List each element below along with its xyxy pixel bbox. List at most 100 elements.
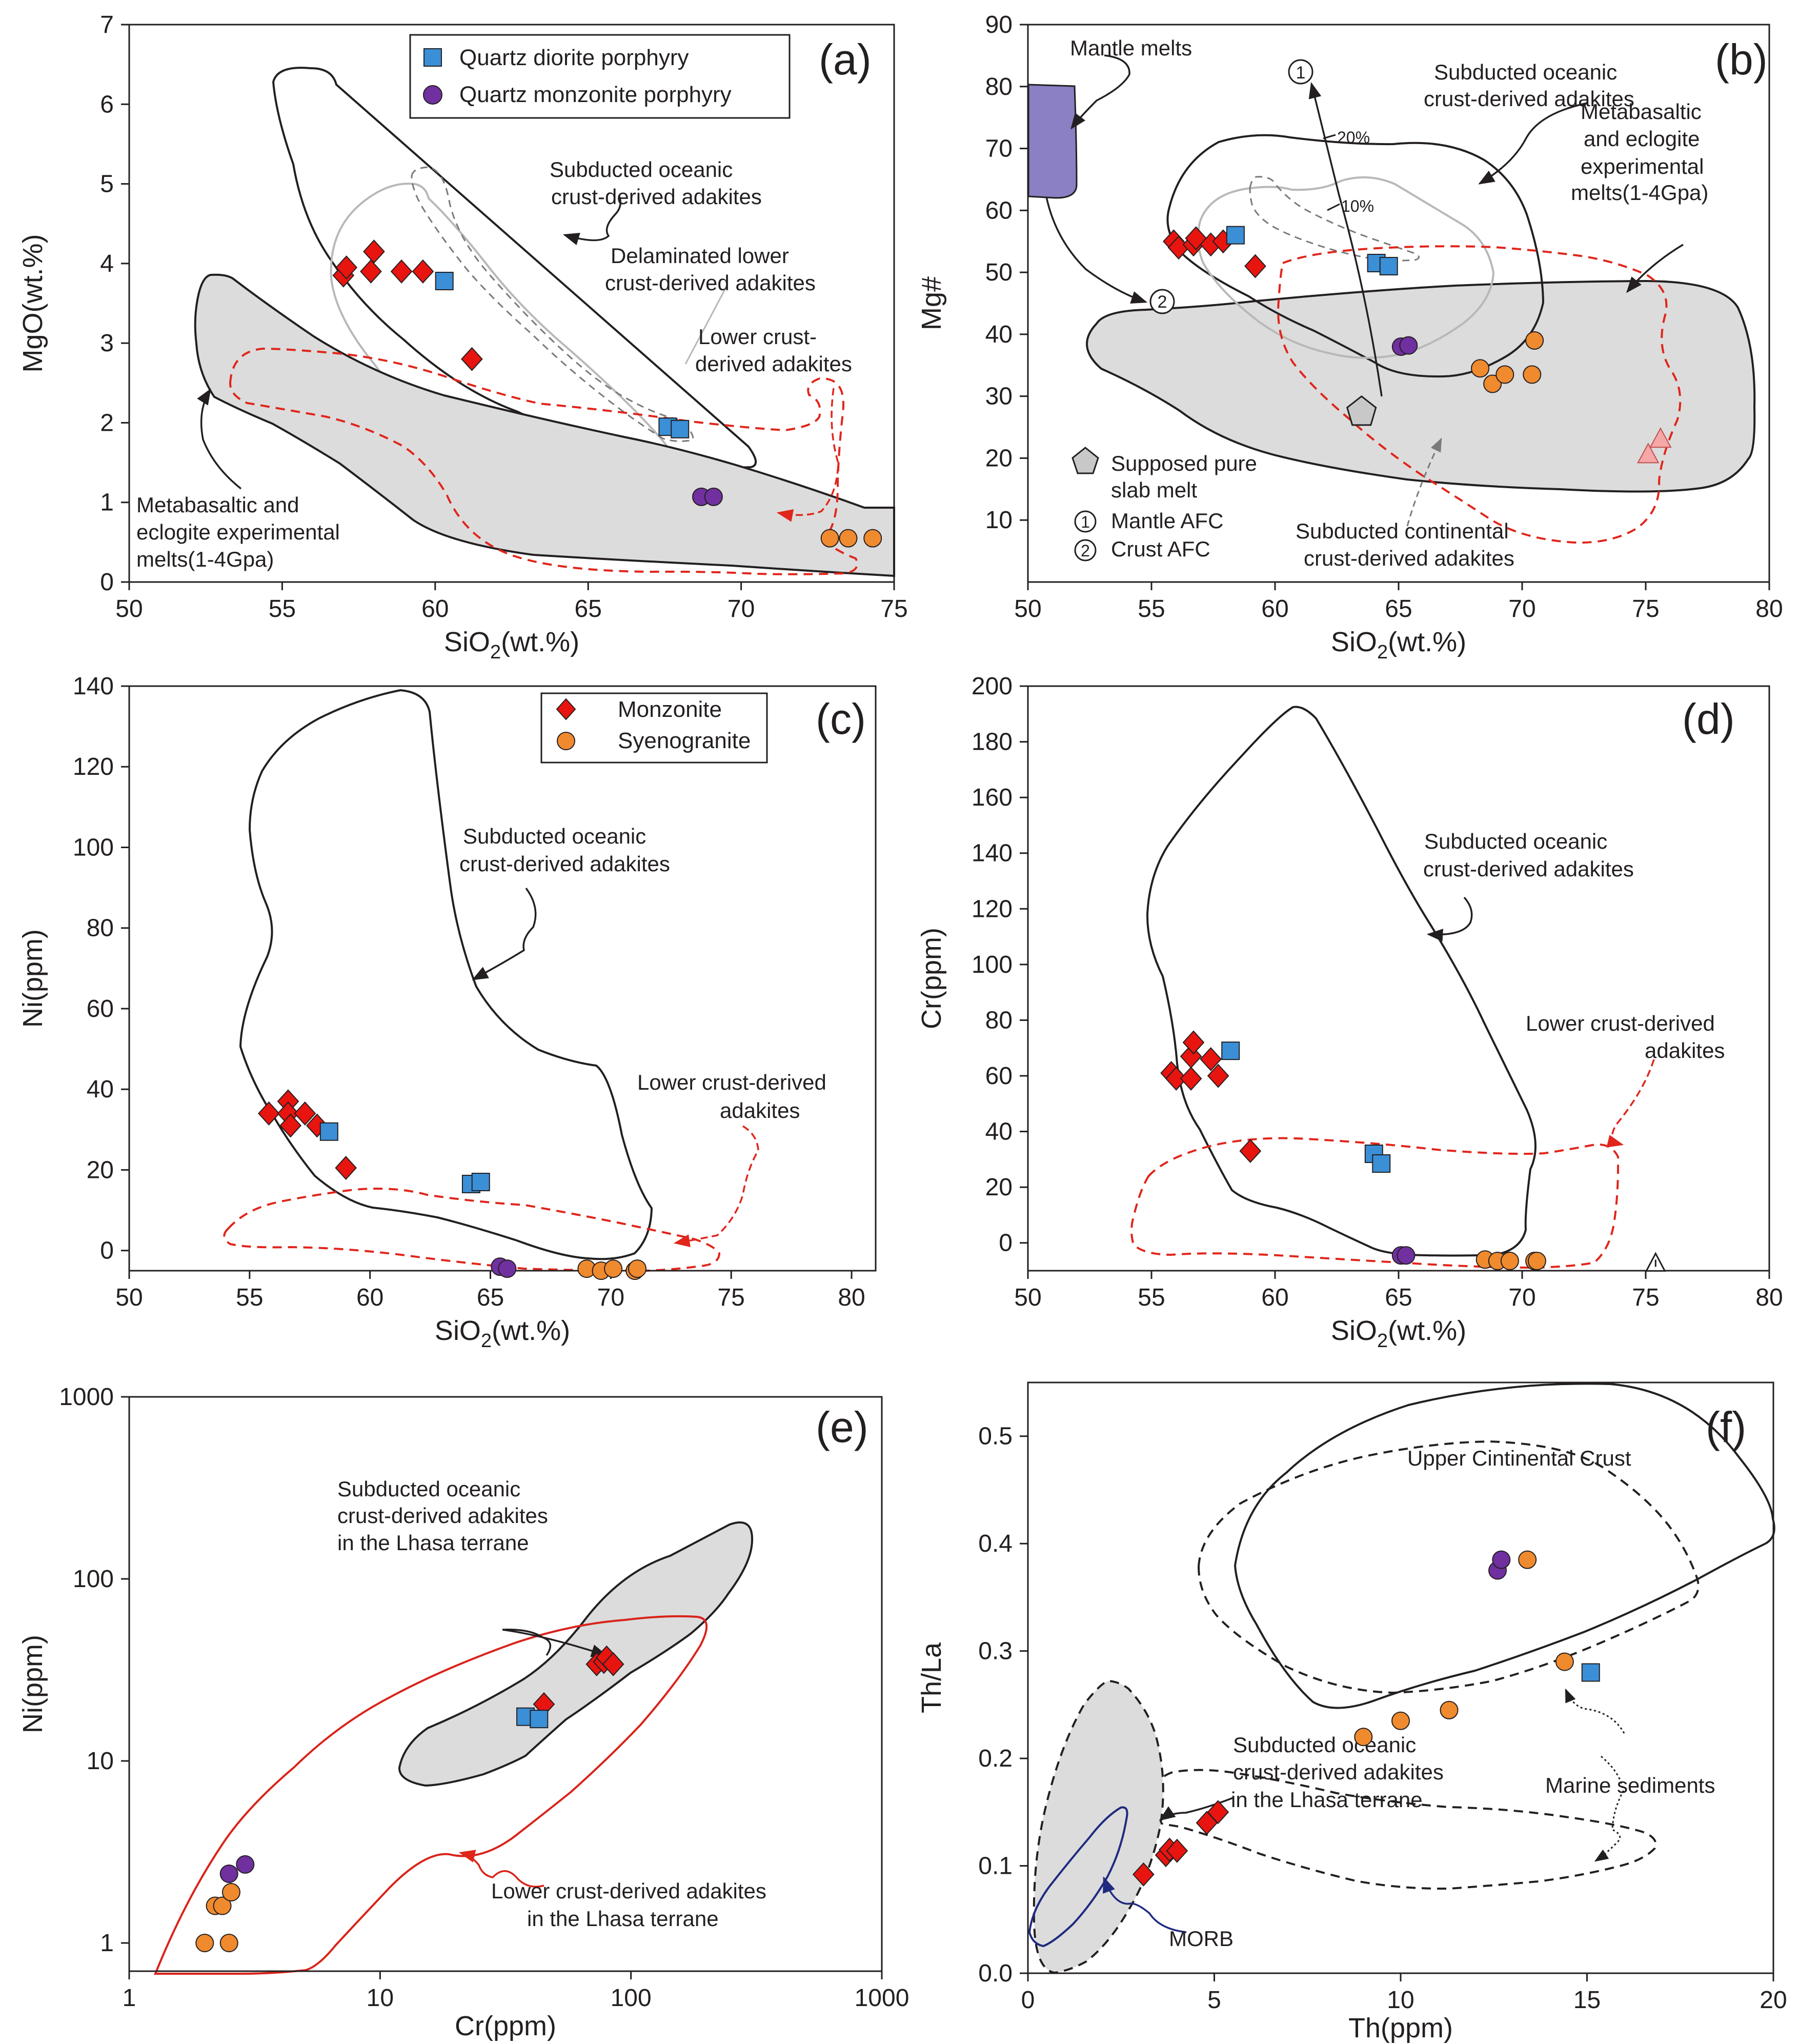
panel-c-label: (c): [816, 695, 866, 743]
y-tick-label: 5: [100, 171, 114, 198]
data-point-supposed-pure-slab-melt: [1346, 395, 1377, 426]
y-axis-title: Th/La: [916, 1642, 947, 1713]
x-tick-label: 75: [1632, 595, 1659, 623]
x-tick-label: 55: [1138, 595, 1165, 623]
legend-b-pentagon-icon: [1072, 447, 1099, 474]
y-tick-label: 80: [985, 73, 1013, 101]
data-point-syenogranite: [604, 1259, 623, 1278]
data-point-quartz-diorite-porphyry: [471, 1173, 490, 1192]
panel-c: Subducted oceanic crust-derived adakites…: [223, 689, 866, 1272]
y-tick-label: 0: [100, 1237, 114, 1265]
data-point-pink-triangles: [1637, 443, 1660, 464]
field-morb: [1028, 1806, 1128, 1948]
annot-20pct: 20%: [1337, 128, 1370, 147]
annot-lower-d-1: Lower crust-derived: [1526, 1011, 1715, 1035]
data-point-quartz-diorite-porphyry: [1372, 1154, 1391, 1173]
data-point-monzonite: [1200, 1047, 1222, 1071]
annot-10pct: 10%: [1341, 197, 1374, 215]
field-subducted-oceanic-adakites: [272, 67, 757, 472]
afc-1-num: 1: [1296, 63, 1306, 83]
y-tick-label: 80: [87, 915, 114, 942]
x-tick-label: 55: [269, 595, 296, 623]
annot-continental-b-1: Subducted continental: [1296, 519, 1509, 543]
plot-b: 50 55 60 65 70 75 80 10 20 30 40 50 60 70 80 90 SiO2(wt.…: [916, 11, 1783, 663]
data-point-quartz-diorite-porphyry: [1581, 1663, 1600, 1682]
annot-subducted-b-2: crust-derived adakites: [1424, 87, 1634, 111]
data-point-monzonite: [1165, 1066, 1187, 1091]
panel-f-label: (f): [1706, 1403, 1746, 1451]
x-tick-label: 60: [1261, 595, 1288, 623]
field-subducted-oceanic-b: [1166, 134, 1545, 378]
y-tick-label: 90: [985, 11, 1013, 38]
annot-lower-d-2: adakites: [1645, 1038, 1725, 1063]
x-tick-label: 55: [1138, 1284, 1165, 1311]
legend-b-slab-melt-1: Supposed pure: [1111, 451, 1257, 475]
y-tick-label: 200: [972, 673, 1013, 700]
y-tick-label: 0.4: [978, 1530, 1013, 1557]
annot-morb: MORB: [1169, 1927, 1234, 1951]
legend-b-afc1-icon: [1074, 510, 1097, 533]
y-tick-label: 40: [985, 321, 1013, 348]
plot-frame-a: [128, 24, 895, 583]
x-tick-label: 20: [1760, 1987, 1787, 2014]
annot-lower-e-1: Lower crust-derived adakites: [491, 1879, 766, 1903]
x-tick-label: 60: [356, 1284, 383, 1311]
annot-subducted-f-2: crust-derived adakites: [1233, 1760, 1444, 1784]
annot-ucc: Upper Cintinental Crust: [1407, 1446, 1631, 1470]
annot-metabasaltic-b-2: and eclogite: [1584, 127, 1700, 151]
data-point-monzonite: [279, 1113, 302, 1138]
data-point-quartz-diorite-porphyry: [1364, 1145, 1383, 1163]
y-tick-label: 0.1: [978, 1853, 1013, 1880]
y-tick-label: 120: [972, 895, 1013, 923]
x-tick-label: 10: [1387, 1987, 1414, 2014]
data-point-quartz-diorite-porphyry: [1379, 257, 1398, 276]
data-point-monzonite: [1133, 1862, 1155, 1887]
x-tick-label: 75: [717, 1284, 744, 1311]
annot-metabasaltic-a-2: eclogite experimental: [136, 520, 340, 544]
legend-c: Monzonite Syenogranite: [540, 692, 768, 764]
y-tick-label: 0.2: [978, 1745, 1013, 1772]
x-tick-label: 10: [367, 1985, 394, 2012]
afc-1-marker: [1288, 59, 1313, 85]
y-tick-label: 160: [972, 784, 1013, 811]
data-point-syenogranite: [863, 529, 882, 548]
x-tick-label: 65: [1385, 595, 1412, 623]
panel-a: Subducted oceanic crust-derived adakites…: [136, 34, 895, 577]
data-point-quartz-diorite-porphyry: [671, 419, 690, 438]
annot-lower-c-2: adakites: [720, 1098, 800, 1123]
y-tick-label: 100: [73, 1566, 114, 1593]
plot-d: 50 55 60 65 70 75 80 0 20 40 60 80 100 120 140 160 180 20…: [916, 673, 1783, 1352]
data-point-syenogranite: [213, 1896, 232, 1915]
data-point-monzonite: [258, 1101, 280, 1126]
data-point-monzonite: [363, 239, 385, 264]
legend-a: Quartz diorite porphyry Quartz monzonite…: [409, 34, 791, 119]
annot-subducted-a-2: crust-derived adakites: [551, 185, 762, 209]
annot-subducted-a-1: Subducted oceanic: [550, 157, 733, 182]
x-tick-label: 1: [123, 1985, 136, 2012]
annot-mantle-melts: Mantle melts: [1070, 36, 1192, 60]
y-tick-label: 100: [972, 951, 1013, 978]
legend-b-afc2-icon: [1074, 539, 1097, 562]
annot-delaminated-2: crust-derived adakites: [605, 271, 816, 295]
annot-metabasaltic-a-1: Metabasaltic and: [136, 493, 299, 517]
data-point-monzonite: [1244, 254, 1266, 278]
x-tick-label: 70: [1508, 595, 1535, 623]
data-point-quartz-monzonite-porphyry: [498, 1259, 517, 1278]
x-tick-label: 75: [1632, 1284, 1659, 1311]
plot-f: 0 5 10 15 20 0.0 0.1 0.2 0.3 0.4 0.5 Th(ppm) Th/La: [916, 1381, 1787, 2043]
y-tick-label: 120: [73, 753, 114, 780]
annot-delaminated-1: Delaminated lower: [611, 244, 789, 268]
data-point-quartz-diorite-porphyry: [1226, 226, 1245, 245]
y-tick-label: 40: [985, 1118, 1013, 1146]
x-tick-label: 50: [1014, 1284, 1041, 1311]
annot-subducted-e-1: Subducted oceanic: [337, 1477, 520, 1501]
y-tick-label: 140: [972, 840, 1013, 867]
annot-subducted-c-2: crust-derived adakites: [459, 852, 670, 876]
panel-f: Upper Cintinental Crust Subducted oceani…: [1028, 1382, 1775, 1974]
legend-c-syenogranite: Syenogranite: [618, 728, 751, 753]
panel-b: 20% 10% 1 2 Mantle melts Subducted ocean…: [1027, 35, 1768, 570]
y-tick-label: 80: [985, 1007, 1013, 1034]
y-tick-label: 0.3: [978, 1638, 1013, 1665]
field-subducted-continental-b: [1277, 245, 1682, 544]
